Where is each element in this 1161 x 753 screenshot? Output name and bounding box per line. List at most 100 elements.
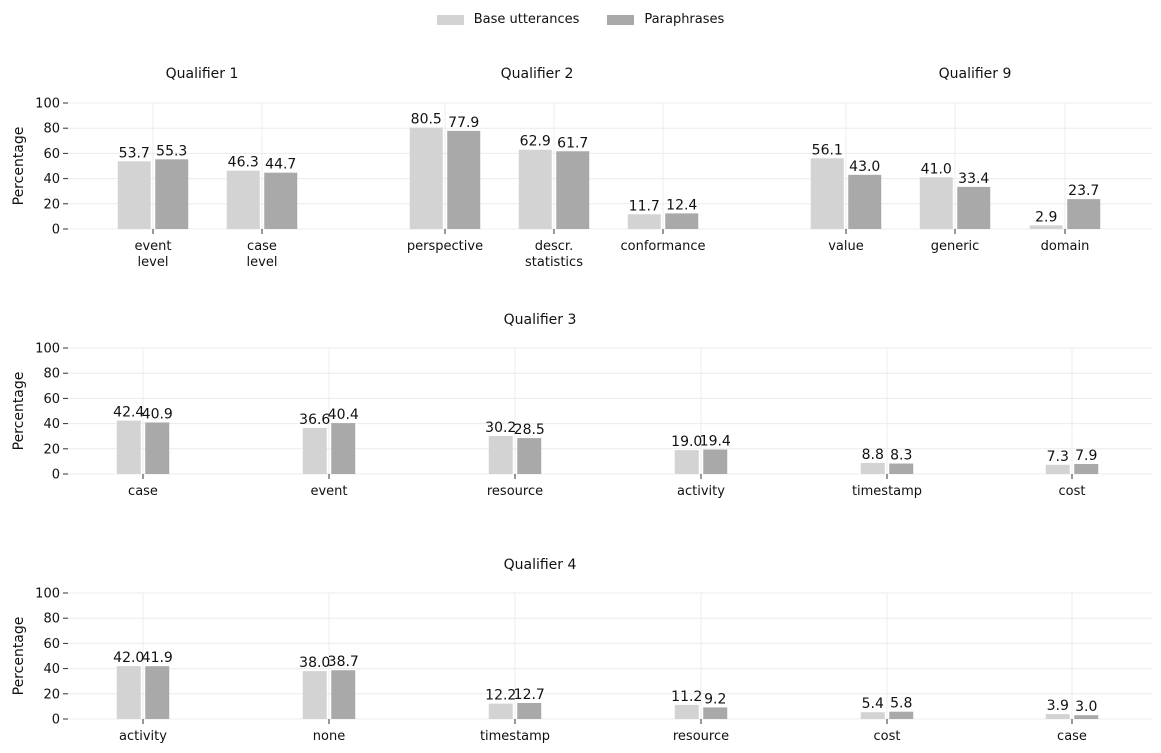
- bar-base: [409, 127, 443, 229]
- bar-value-label: 8.3: [890, 448, 912, 464]
- bar-value-label: 33.4: [958, 171, 989, 187]
- y-tick-label: 20: [43, 197, 60, 212]
- y-tick-label: 20: [43, 442, 60, 457]
- bar-base: [117, 161, 151, 229]
- x-tick-label: case: [128, 484, 158, 499]
- y-tick-label: 60: [43, 637, 60, 652]
- bar-value-label: 41.0: [921, 161, 952, 177]
- bar-paraphrase: [1074, 464, 1099, 474]
- bar-paraphrase: [517, 438, 542, 474]
- bar-base: [116, 666, 141, 719]
- legend-entry-paraphrases: Paraphrases: [607, 12, 724, 27]
- x-tick-label: activity: [677, 484, 725, 499]
- chart-panel-5: 0 20 40 60 80 100 Percentage Qualifier 4 42.041.…: [11, 557, 1152, 744]
- bar-value-label: 3.9: [1047, 698, 1069, 714]
- x-tick-label: cost: [874, 729, 901, 744]
- chart-title: Qualifier 9: [939, 66, 1012, 82]
- bar-paraphrase: [889, 463, 914, 474]
- chart-panel-3: Qualifier 9 56.1 43.0 value 41.0 33.4 generic 2…: [756, 66, 1152, 254]
- bar-value-label: 41.9: [142, 650, 173, 666]
- x-tick-label: descr. statistics: [525, 239, 583, 270]
- bar-value-label: 56.1: [812, 142, 843, 158]
- x-tick-label: none: [313, 729, 345, 744]
- bar-paraphrase: [703, 707, 728, 719]
- x-tick-label: activity: [119, 729, 167, 744]
- bar-paraphrase: [331, 423, 356, 474]
- x-tick-label: event: [310, 484, 347, 499]
- bar-value-label: 11.2: [671, 689, 702, 705]
- bar-base: [488, 703, 513, 719]
- chart-legend: Base utterances Paraphrases: [0, 12, 1161, 27]
- chart-title: Qualifier 1: [166, 66, 239, 82]
- y-tick-label: 0: [52, 468, 60, 483]
- legend-swatch-paraphrases: [607, 14, 635, 25]
- bar-base: [302, 671, 327, 719]
- x-tick-label: resource: [487, 484, 543, 499]
- bar-base: [1045, 714, 1070, 719]
- x-tick-label: case level: [247, 239, 278, 270]
- bar-base: [116, 420, 141, 474]
- chart-panel-2: Qualifier 2 80.5 77.9 perspective 62.9 61.7 de…: [374, 66, 756, 270]
- x-tick-label: conformance: [620, 239, 705, 254]
- bar-value-label: 43.0: [849, 159, 880, 175]
- chart-title: Qualifier 3: [504, 312, 577, 328]
- bar-value-label: 19.4: [700, 434, 731, 450]
- bar-paraphrase: [331, 670, 356, 719]
- bar-value-label: 2.9: [1035, 209, 1057, 225]
- bar-paraphrase: [1074, 715, 1099, 719]
- bar-value-label: 42.4: [113, 405, 144, 421]
- y-tick-label: 20: [43, 687, 60, 702]
- bar-base: [226, 170, 260, 229]
- bar-value-label: 28.5: [514, 422, 545, 438]
- bar-base: [627, 214, 661, 229]
- y-tick-label: 80: [43, 612, 60, 627]
- bar-base: [1029, 225, 1063, 229]
- bar-paraphrase: [556, 151, 590, 229]
- bar-base: [860, 462, 885, 474]
- bar-value-label: 7.3: [1047, 449, 1069, 465]
- legend-label-paraphrases: Paraphrases: [644, 12, 725, 27]
- bar-value-label: 9.2: [704, 691, 726, 707]
- bar-value-label: 42.0: [113, 650, 144, 666]
- x-tick-label: case: [1057, 729, 1087, 744]
- bar-value-label: 44.7: [265, 157, 296, 173]
- x-tick-label: value: [828, 239, 864, 254]
- bar-paraphrase: [848, 174, 882, 229]
- bar-value-label: 62.9: [520, 134, 551, 150]
- bar-value-label: 3.0: [1075, 699, 1097, 715]
- bar-value-label: 40.4: [328, 407, 359, 423]
- bar-paraphrase: [665, 213, 699, 229]
- bar-value-label: 77.9: [448, 115, 479, 131]
- x-tick-label: event level: [134, 239, 171, 270]
- bar-value-label: 11.7: [629, 198, 660, 214]
- bar-paraphrase: [517, 702, 542, 719]
- bar-base: [488, 435, 513, 474]
- bar-value-label: 19.0: [671, 434, 702, 450]
- bar-value-label: 5.4: [862, 696, 884, 712]
- bar-value-label: 12.7: [514, 687, 545, 703]
- bar-paraphrase: [447, 130, 481, 229]
- x-tick-label: cost: [1059, 484, 1086, 499]
- y-axis-label: Percentage: [11, 617, 27, 696]
- bar-value-label: 55.3: [156, 143, 187, 159]
- y-tick-label: 60: [43, 392, 60, 407]
- bar-paraphrase: [145, 666, 170, 719]
- bar-base: [810, 158, 844, 229]
- x-tick-label: timestamp: [852, 484, 922, 499]
- bar-paraphrase: [145, 422, 170, 474]
- bar-value-label: 53.7: [119, 145, 150, 161]
- bar-paraphrase: [703, 449, 728, 474]
- legend-swatch-base: [436, 14, 464, 25]
- x-tick-label: generic: [931, 239, 980, 254]
- x-tick-label: perspective: [407, 239, 483, 254]
- legend-label-base: Base utterances: [473, 12, 580, 27]
- bar-value-label: 80.5: [411, 112, 442, 128]
- y-tick-label: 100: [35, 342, 60, 357]
- bar-value-label: 36.6: [299, 412, 330, 428]
- bar-value-label: 7.9: [1075, 448, 1097, 464]
- x-tick-label: resource: [673, 729, 729, 744]
- bar-value-label: 23.7: [1068, 183, 1099, 199]
- bar-paraphrase: [1067, 199, 1101, 229]
- y-axis-label: Percentage: [11, 372, 27, 451]
